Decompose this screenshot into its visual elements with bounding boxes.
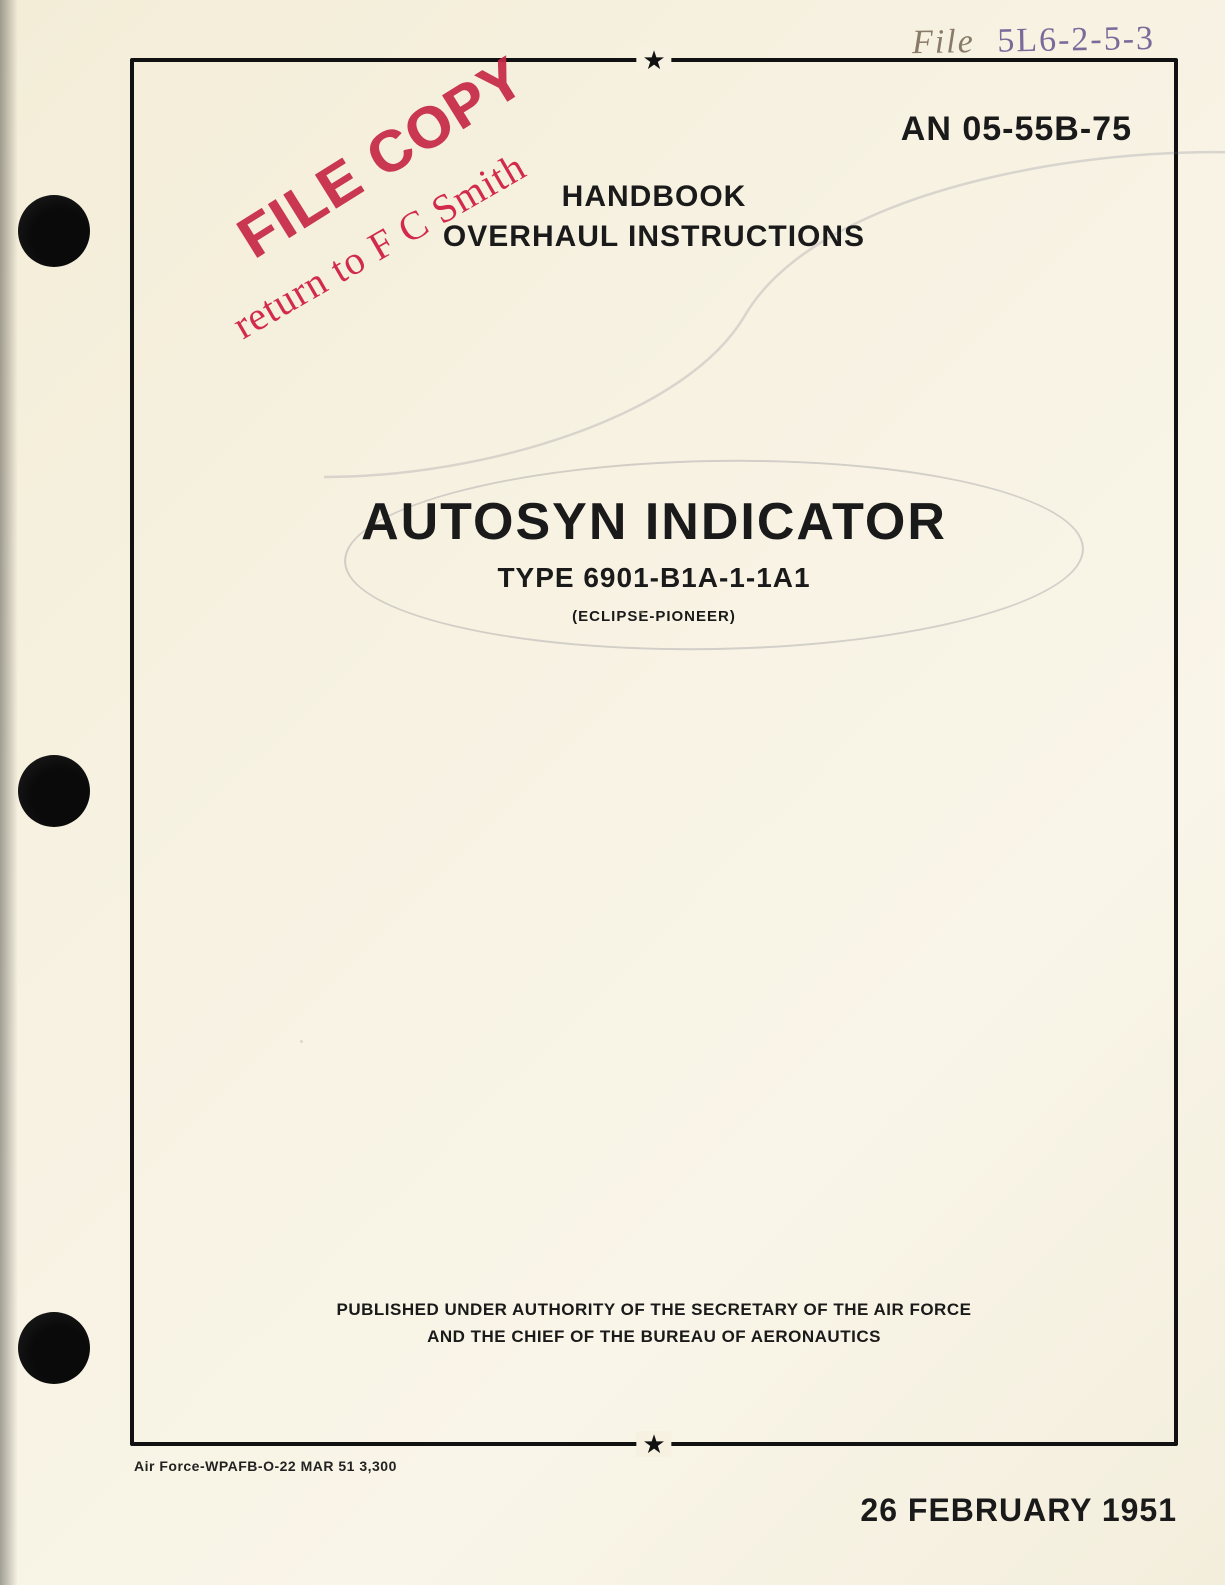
header-line-1: HANDBOOK: [134, 180, 1174, 214]
punch-hole: [18, 1312, 90, 1384]
punch-hole: [18, 195, 90, 267]
publication-date: 26 FEBRUARY 1951: [860, 1492, 1177, 1529]
authority-line-1: PUBLISHED UNDER AUTHORITY OF THE SECRETA…: [134, 1297, 1174, 1323]
title-subtitle: TYPE 6901-B1A-1-1A1: [134, 562, 1174, 594]
title-manufacturer: (ECLIPSE-PIONEER): [134, 608, 1174, 625]
authority-line-2: AND THE CHIEF OF THE BUREAU OF AERONAUTI…: [134, 1324, 1174, 1350]
title-block: AUTOSYN INDICATOR TYPE 6901-B1A-1-1A1 (E…: [134, 492, 1174, 625]
paper-speck: [300, 1040, 303, 1043]
publication-authority: PUBLISHED UNDER AUTHORITY OF THE SECRETA…: [134, 1297, 1174, 1350]
page-border-frame: ★ ★ AN 05-55B-75 FILE COPY return to F C…: [130, 58, 1178, 1446]
star-ornament-icon: ★: [636, 47, 671, 73]
binding-shadow: [0, 0, 18, 1585]
pencil-code: 5L6-2-5-3: [997, 20, 1155, 60]
scanned-page: File 5L6-2-5-3 ★ ★ AN 05-55B-75 FILE COP…: [0, 0, 1225, 1585]
paper-speck: [640, 610, 644, 614]
document-number: AN 05-55B-75: [901, 110, 1132, 149]
header-line-2: OVERHAUL INSTRUCTIONS: [134, 220, 1174, 254]
pencil-annotation-top-right: File 5L6-2-5-3: [912, 20, 1156, 62]
punch-hole: [18, 755, 90, 827]
pencil-script-word: File: [912, 23, 975, 61]
title-main: AUTOSYN INDICATOR: [134, 492, 1174, 552]
star-ornament-icon: ★: [636, 1431, 671, 1457]
printer-imprint: Air Force-WPAFB-O-22 MAR 51 3,300: [134, 1458, 397, 1474]
header-block: HANDBOOK OVERHAUL INSTRUCTIONS: [134, 180, 1174, 254]
